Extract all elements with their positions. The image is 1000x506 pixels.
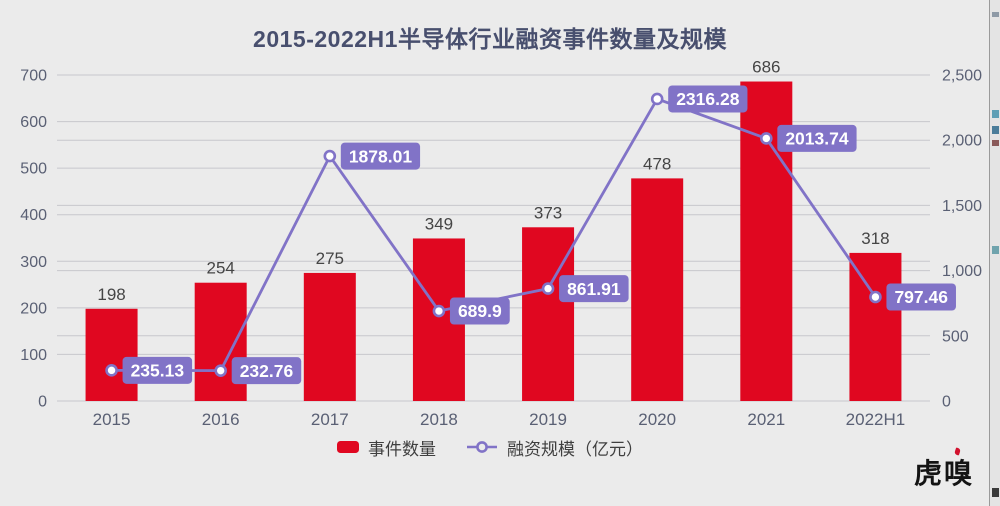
line-value-label: 689.9 <box>458 301 502 321</box>
legend-label-scale: 融资规模（亿元） <box>507 439 643 459</box>
left-axis-tick-label: 300 <box>20 254 47 271</box>
right-axis-tick-label: 500 <box>942 328 969 345</box>
line-marker-2017 <box>323 149 337 163</box>
left-axis-tick-label: 700 <box>20 68 47 85</box>
edge-speck <box>992 246 999 254</box>
bar-2019 <box>522 227 575 401</box>
line-marker-2015 <box>105 364 118 377</box>
bar-value-label: 373 <box>534 203 562 222</box>
edge-speck <box>992 140 999 146</box>
line-marker-2018 <box>432 304 446 318</box>
bar-value-label: 318 <box>861 229 889 248</box>
line-value-label: 232.76 <box>240 361 294 381</box>
edge-speck <box>992 12 999 17</box>
right-axis-tick-label: 2,500 <box>942 68 982 85</box>
bar-value-label: 275 <box>316 249 344 268</box>
x-axis-label-2017: 2017 <box>311 410 349 429</box>
legend-label-events: 事件数量 <box>368 439 436 459</box>
logo-text: 虎嗅 <box>913 459 974 490</box>
bar-value-label: 254 <box>207 259 235 278</box>
line-value-label-box <box>122 356 193 384</box>
left-axis-tick-label: 600 <box>20 114 47 131</box>
edge-speck <box>992 110 999 118</box>
line-value-label-box <box>340 142 421 170</box>
right-axis-tick-label: 1,000 <box>942 263 982 280</box>
bar-value-label: 198 <box>97 285 125 304</box>
line-marker-2019 <box>541 282 555 295</box>
x-axis-label-2020: 2020 <box>638 410 676 429</box>
x-axis-label-2019: 2019 <box>529 410 567 429</box>
line-value-label: 235.13 <box>131 361 185 381</box>
line-value-label: 2316.28 <box>676 89 740 109</box>
x-axis-label-2022H1: 2022H1 <box>846 410 906 429</box>
line-value-label: 2013.74 <box>785 129 849 149</box>
line-marker-2016 <box>214 364 227 377</box>
line-value-label-box <box>886 283 956 311</box>
edge-speck <box>992 488 999 497</box>
x-axis-label-2021: 2021 <box>747 410 785 429</box>
bar-value-label: 478 <box>643 154 671 173</box>
x-axis-label-2018: 2018 <box>420 410 458 429</box>
bar-2020 <box>631 178 684 401</box>
left-axis-tick-label: 400 <box>20 207 47 224</box>
line-marker-2020 <box>650 92 664 106</box>
bar-series-swatch <box>337 441 359 453</box>
bar-2015 <box>85 308 138 401</box>
line-value-label-box <box>777 124 857 152</box>
left-axis-tick-label: 0 <box>38 394 47 411</box>
chart-canvas: 0 100 200 300 400 500 600 700 0 500 1,000 1,500 2,00… <box>20 58 982 429</box>
x-axis-label-2015: 2015 <box>93 410 131 429</box>
huxiu-logo: 虎嗅 <box>913 447 974 492</box>
bar-value-label: 686 <box>752 58 780 77</box>
line-value-label: 1878.01 <box>349 146 413 166</box>
chart-title: 2015-2022H1半导体行业融资事件数量及规模 <box>253 26 727 52</box>
line-marker-2022H1 <box>869 290 882 304</box>
x-axis-label-2016: 2016 <box>202 410 240 429</box>
screen-edge-artifact <box>989 0 1000 506</box>
right-axis-tick-label: 1,500 <box>942 198 982 215</box>
line-value-label-box <box>449 297 510 325</box>
line-series-swatch <box>467 441 497 453</box>
right-axis-tick-label: 0 <box>942 394 951 411</box>
bar-value-label: 349 <box>425 214 453 233</box>
line-value-label: 797.46 <box>894 287 948 307</box>
logo-red-accent-icon <box>954 447 961 456</box>
left-axis-tick-label: 200 <box>20 300 47 317</box>
line-value-label-box <box>668 85 748 113</box>
edge-speck <box>992 126 999 134</box>
legend-item-scale: 融资规模（亿元） <box>466 435 643 460</box>
line-value-label-box <box>559 275 629 303</box>
line-value-label-box <box>231 357 302 385</box>
line-value-label: 861.91 <box>567 279 621 299</box>
bar-2017 <box>303 272 356 401</box>
line-marker-2021 <box>760 132 773 145</box>
chart-legend: 事件数量 融资规模（亿元） <box>0 434 980 460</box>
left-axis-tick-label: 500 <box>20 161 47 178</box>
bar-2022H1 <box>849 252 902 401</box>
legend-item-events: 事件数量 <box>337 435 436 460</box>
left-axis-tick-label: 100 <box>20 347 47 364</box>
right-axis-tick-label: 2,000 <box>942 133 982 150</box>
